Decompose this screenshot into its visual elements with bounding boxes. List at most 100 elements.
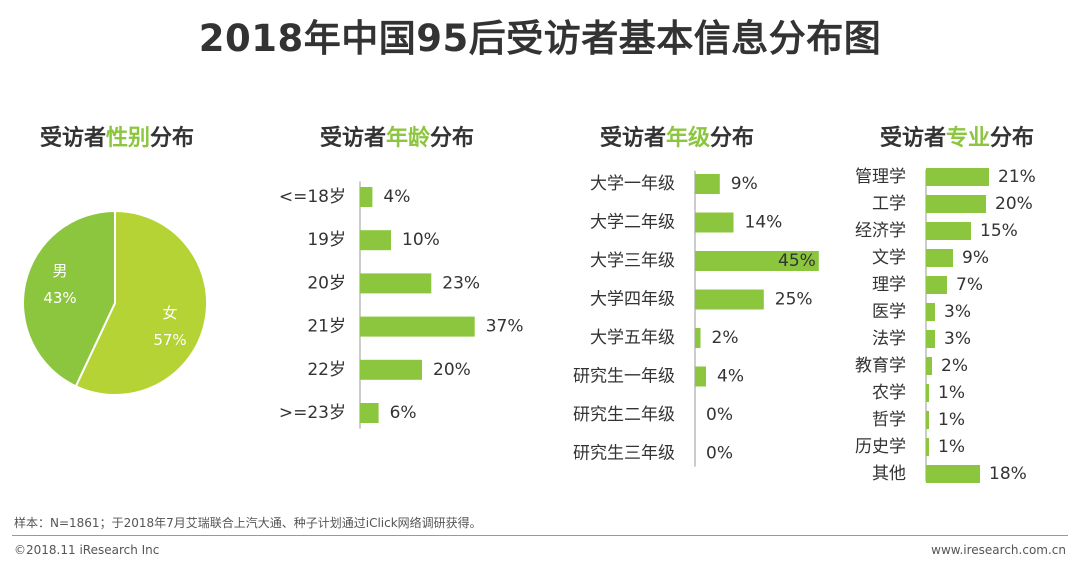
age-category-label: 22岁 (307, 360, 346, 380)
pie-label-female-value: 57% (153, 331, 186, 349)
grade-value-label: 2% (712, 328, 739, 348)
gender-title-suffix: 分布 (150, 126, 195, 151)
grade-bar (695, 328, 701, 348)
grade-title-highlight: 年级 (666, 126, 711, 151)
major-category-label: 历史学 (855, 437, 906, 457)
age-title-highlight: 年龄 (386, 126, 431, 151)
age-value-label: 23% (442, 273, 480, 293)
major-title-suffix: 分布 (990, 126, 1035, 151)
age-bar (360, 359, 422, 380)
major-category-label: 文学 (872, 248, 906, 268)
grade-bar (695, 212, 734, 233)
pie-slice-female (74, 209, 208, 396)
major-bar (926, 303, 935, 321)
age-category-label: <=18岁 (279, 187, 346, 207)
major-bar (926, 411, 929, 429)
pie-label-male-value: 43% (43, 289, 76, 307)
grade-value-label: 9% (731, 174, 758, 194)
copyright: ©2018.11 iResearch Inc (14, 543, 160, 557)
major-category-label: 其他 (872, 464, 906, 484)
grade-bar (695, 366, 706, 387)
grade-bar (695, 174, 720, 194)
major-value-label: 9% (962, 248, 989, 268)
major-value-label: 7% (956, 275, 983, 295)
major-title-prefix: 受访者 (880, 126, 947, 151)
grade-category-label: 研究生一年级 (573, 367, 675, 387)
major-value-label: 2% (941, 356, 968, 376)
major-title-highlight: 专业 (946, 126, 991, 151)
major-value-label: 18% (989, 464, 1027, 484)
major-bar (926, 276, 947, 294)
major-category-label: 农学 (872, 383, 906, 403)
page-title: 2018年中国95后受访者基本信息分布图 (198, 17, 882, 60)
grade-value-label: 0% (706, 405, 733, 425)
website-link[interactable]: www.iresearch.com.cn (931, 543, 1066, 557)
major-category-label: 经济学 (855, 221, 906, 241)
grade-title-suffix: 分布 (710, 126, 755, 151)
major-category-label: 工学 (872, 194, 906, 214)
grade-category-label: 大学三年级 (590, 251, 675, 271)
age-bar (360, 187, 373, 207)
gender-chart-title: 受访者性别分布 (40, 120, 194, 152)
major-chart-title: 受访者专业分布 (880, 120, 1034, 152)
major-bar (926, 222, 971, 240)
age-bar (360, 273, 432, 294)
grade-category-label: 大学四年级 (590, 290, 675, 310)
major-value-label: 1% (938, 410, 965, 430)
age-value-label: 37% (486, 317, 524, 337)
grade-category-label: 研究生三年级 (573, 444, 675, 464)
major-bar (926, 249, 953, 267)
age-category-label: 21岁 (307, 317, 346, 337)
major-value-label: 1% (938, 383, 965, 403)
grade-chart-title: 受访者年级分布 (600, 120, 754, 152)
age-value-label: 20% (433, 360, 471, 380)
major-category-label: 教育学 (855, 356, 906, 376)
major-category-label: 管理学 (855, 167, 906, 187)
grade-title-prefix: 受访者 (600, 126, 667, 151)
major-value-label: 1% (938, 437, 965, 457)
major-value-label: 3% (944, 329, 971, 349)
pie-slice-male (22, 209, 116, 388)
grade-bar (695, 289, 764, 310)
major-bar (926, 168, 989, 186)
gender-title-prefix: 受访者 (40, 126, 107, 151)
grade-category-label: 大学五年级 (590, 328, 675, 348)
age-bar (360, 230, 391, 251)
major-bar (926, 384, 929, 402)
grade-value-label: 14% (745, 213, 783, 233)
pie-label-female-name: 女 (162, 304, 177, 322)
grade-category-label: 大学一年级 (590, 174, 675, 194)
major-category-label: 法学 (872, 329, 906, 349)
age-value-label: 6% (390, 403, 417, 423)
major-category-label: 理学 (872, 275, 906, 295)
footer-divider (12, 535, 1068, 536)
major-bar (926, 195, 986, 213)
age-category-label: 20岁 (307, 273, 346, 293)
major-value-label: 20% (995, 194, 1033, 214)
major-bar (926, 438, 929, 456)
age-bar (360, 316, 475, 337)
age-category-label: >=23岁 (279, 403, 346, 423)
major-category-label: 医学 (872, 302, 906, 322)
major-bar (926, 330, 935, 348)
grade-value-label: 25% (775, 290, 813, 310)
age-bar (360, 403, 379, 423)
major-category-label: 哲学 (872, 410, 906, 430)
pie-label-male-name: 男 (52, 262, 67, 280)
grade-value-label: 0% (706, 444, 733, 464)
age-category-label: 19岁 (307, 230, 346, 250)
gender-title-highlight: 性别 (106, 126, 151, 151)
major-value-label: 21% (998, 167, 1036, 187)
sample-note: 样本：N=1861；于2018年7月艾瑞联合上汽大通、种子计划通过iClick网… (14, 516, 482, 530)
age-title-suffix: 分布 (430, 126, 475, 151)
grade-value-label: 45% (778, 251, 816, 271)
major-bar (926, 465, 980, 483)
age-chart-title: 受访者年龄分布 (320, 120, 474, 152)
age-value-label: 4% (383, 187, 410, 207)
major-value-label: 3% (944, 302, 971, 322)
grade-category-label: 研究生二年级 (573, 405, 675, 425)
major-bar (926, 357, 932, 375)
major-value-label: 15% (980, 221, 1018, 241)
grade-category-label: 大学二年级 (590, 213, 675, 233)
